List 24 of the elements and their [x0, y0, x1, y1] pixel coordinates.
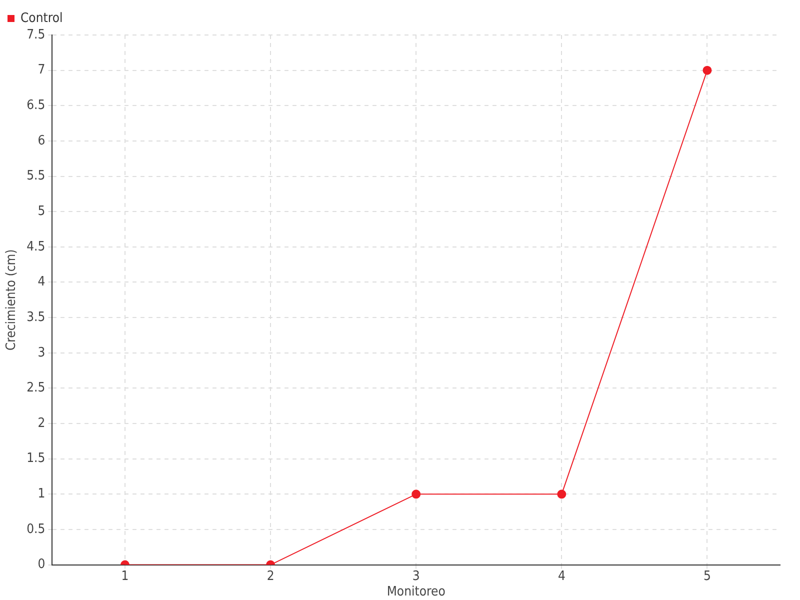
y-tick-label: 1: [38, 486, 46, 502]
y-tick-label: 6: [38, 133, 46, 148]
y-tick-label: 2.5: [26, 380, 46, 396]
y-tick-label: 3: [38, 345, 46, 360]
y-tick-label: 3.5: [26, 310, 46, 325]
y-axis-title: Crecimiento (cm): [4, 249, 20, 351]
x-axis-title: Monitoreo: [386, 584, 446, 600]
y-tick-label: 0: [38, 557, 46, 572]
x-tick-label: 2: [266, 568, 274, 584]
x-tick-label: 4: [558, 568, 566, 584]
y-tick-label: 5: [38, 204, 46, 219]
x-tick-label: 1: [121, 568, 129, 584]
y-tick-label: 4: [38, 274, 46, 290]
legend-label: Control: [20, 10, 63, 26]
y-tick-label: 4.5: [26, 239, 46, 254]
y-tick-label: 7.5: [26, 27, 46, 42]
y-tick-label: 2: [38, 416, 46, 431]
x-tick-label: 5: [703, 568, 711, 584]
y-tick-label: 0.5: [26, 522, 46, 537]
y-tick-label: 5.5: [26, 168, 46, 184]
y-tick-label: 7: [38, 62, 46, 78]
y-tick-label: 1.5: [26, 451, 46, 466]
x-tick-label: 3: [412, 568, 420, 584]
y-tick-label: 6.5: [26, 98, 46, 114]
